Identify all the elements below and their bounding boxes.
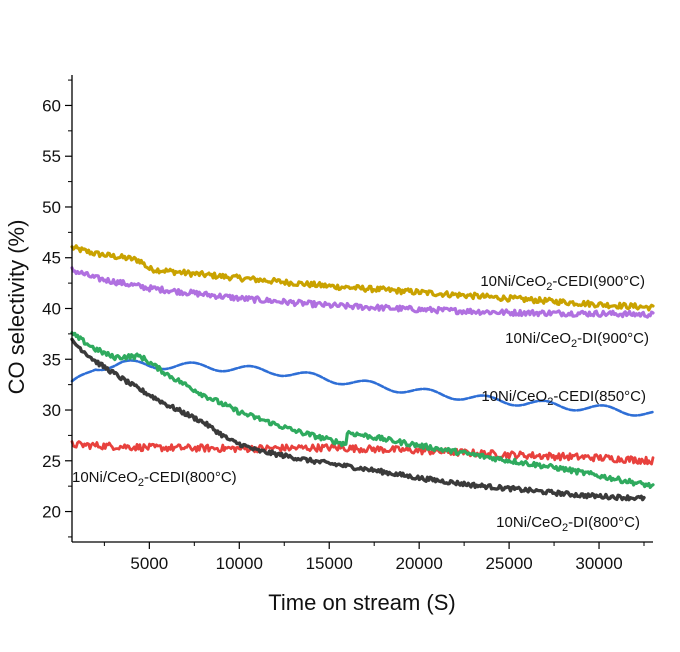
x-tick-label: 5000 — [130, 554, 168, 573]
y-tick-label: 50 — [42, 198, 61, 217]
series-label: 10Ni/CeO2-DI(800°C) — [496, 514, 640, 534]
series-line-2 — [70, 359, 655, 417]
series-labels: 10Ni/CeO2-CEDI(900°C) 10Ni/CeO2-DI(900°C)… — [72, 273, 649, 534]
y-tick-label: 35 — [42, 350, 61, 369]
y-axis-title: CO selectivity (%) — [4, 220, 29, 395]
series-line-4 — [70, 337, 646, 502]
y-tick-label: 40 — [42, 300, 61, 319]
x-tick-label: 30000 — [575, 554, 622, 573]
axes: 20 25 30 35 40 45 50 55 60 5000 10000 15000 20000 250… — [42, 75, 653, 573]
series-label: 10Ni/CeO2-CEDI(800°C) — [72, 469, 237, 489]
series-line-1 — [70, 266, 655, 319]
y-tick-label: 60 — [42, 96, 61, 115]
y-tick-label: 55 — [42, 147, 61, 166]
series-line-5 — [70, 331, 655, 489]
x-tick-label: 25000 — [485, 554, 532, 573]
series-line-3 — [70, 440, 655, 466]
series-label: 10Ni/CeO2-CEDI(900°C) — [480, 273, 645, 293]
y-tick-label: 30 — [42, 401, 61, 420]
x-tick-label: 15000 — [306, 554, 353, 573]
y-tick-label: 25 — [42, 452, 61, 471]
series-label: 10Ni/CeO2-CEDI(850°C) — [481, 388, 646, 408]
plot-lines — [70, 244, 655, 502]
x-tick-label: 10000 — [216, 554, 263, 573]
x-tick-label: 20000 — [396, 554, 443, 573]
x-axis-title: Time on stream (S) — [268, 590, 455, 615]
series-line-0 — [70, 244, 655, 312]
y-tick-label: 20 — [42, 503, 61, 522]
series-label: 10Ni/CeO2-DI(900°C) — [505, 330, 649, 350]
y-tick-label: 45 — [42, 249, 61, 268]
